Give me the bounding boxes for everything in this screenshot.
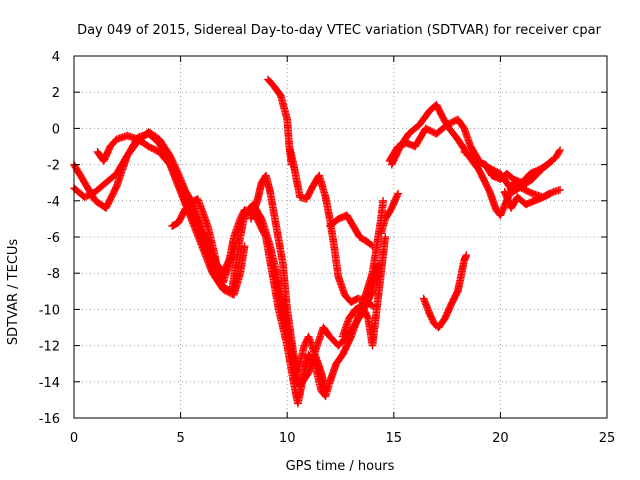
y-axis-label: SDTVAR / TECUs: [6, 239, 21, 346]
x-tick-labels: 0 5 10 15 20 25: [70, 431, 615, 446]
data-points: [70, 75, 564, 408]
x-tick-label: 10: [279, 431, 296, 446]
y-tick-label: -10: [39, 303, 60, 318]
y-tick-label: -8: [47, 267, 60, 282]
y-tick-label: -12: [39, 340, 60, 355]
x-tick-label: 0: [70, 431, 78, 446]
y-tick-label: -4: [47, 195, 60, 210]
x-tick-label: 15: [386, 431, 403, 446]
y-tick-label: -2: [47, 159, 60, 174]
x-tick-label: 5: [176, 431, 184, 446]
y-tick-label: -6: [47, 231, 60, 246]
y-tick-labels: 4 2 0 -2 -4 -6 -8 -10 -12 -14 -16: [39, 50, 60, 427]
y-tick-label: 4: [52, 50, 60, 65]
chart-title: Day 049 of 2015, Sidereal Day-to-day VTE…: [77, 23, 601, 38]
y-tick-label: 2: [52, 86, 60, 101]
x-tick-label: 25: [599, 431, 616, 446]
x-tick-label: 20: [492, 431, 509, 446]
y-tick-label: -16: [39, 412, 60, 427]
y-tick-label: 0: [52, 122, 60, 137]
sdtvar-points: [70, 75, 564, 408]
plot-frame: [73, 55, 608, 419]
grid-lines: [74, 56, 607, 418]
x-axis-label: GPS time / hours: [286, 459, 395, 474]
axis-ticks: [73, 55, 608, 419]
y-tick-label: -14: [39, 376, 60, 391]
